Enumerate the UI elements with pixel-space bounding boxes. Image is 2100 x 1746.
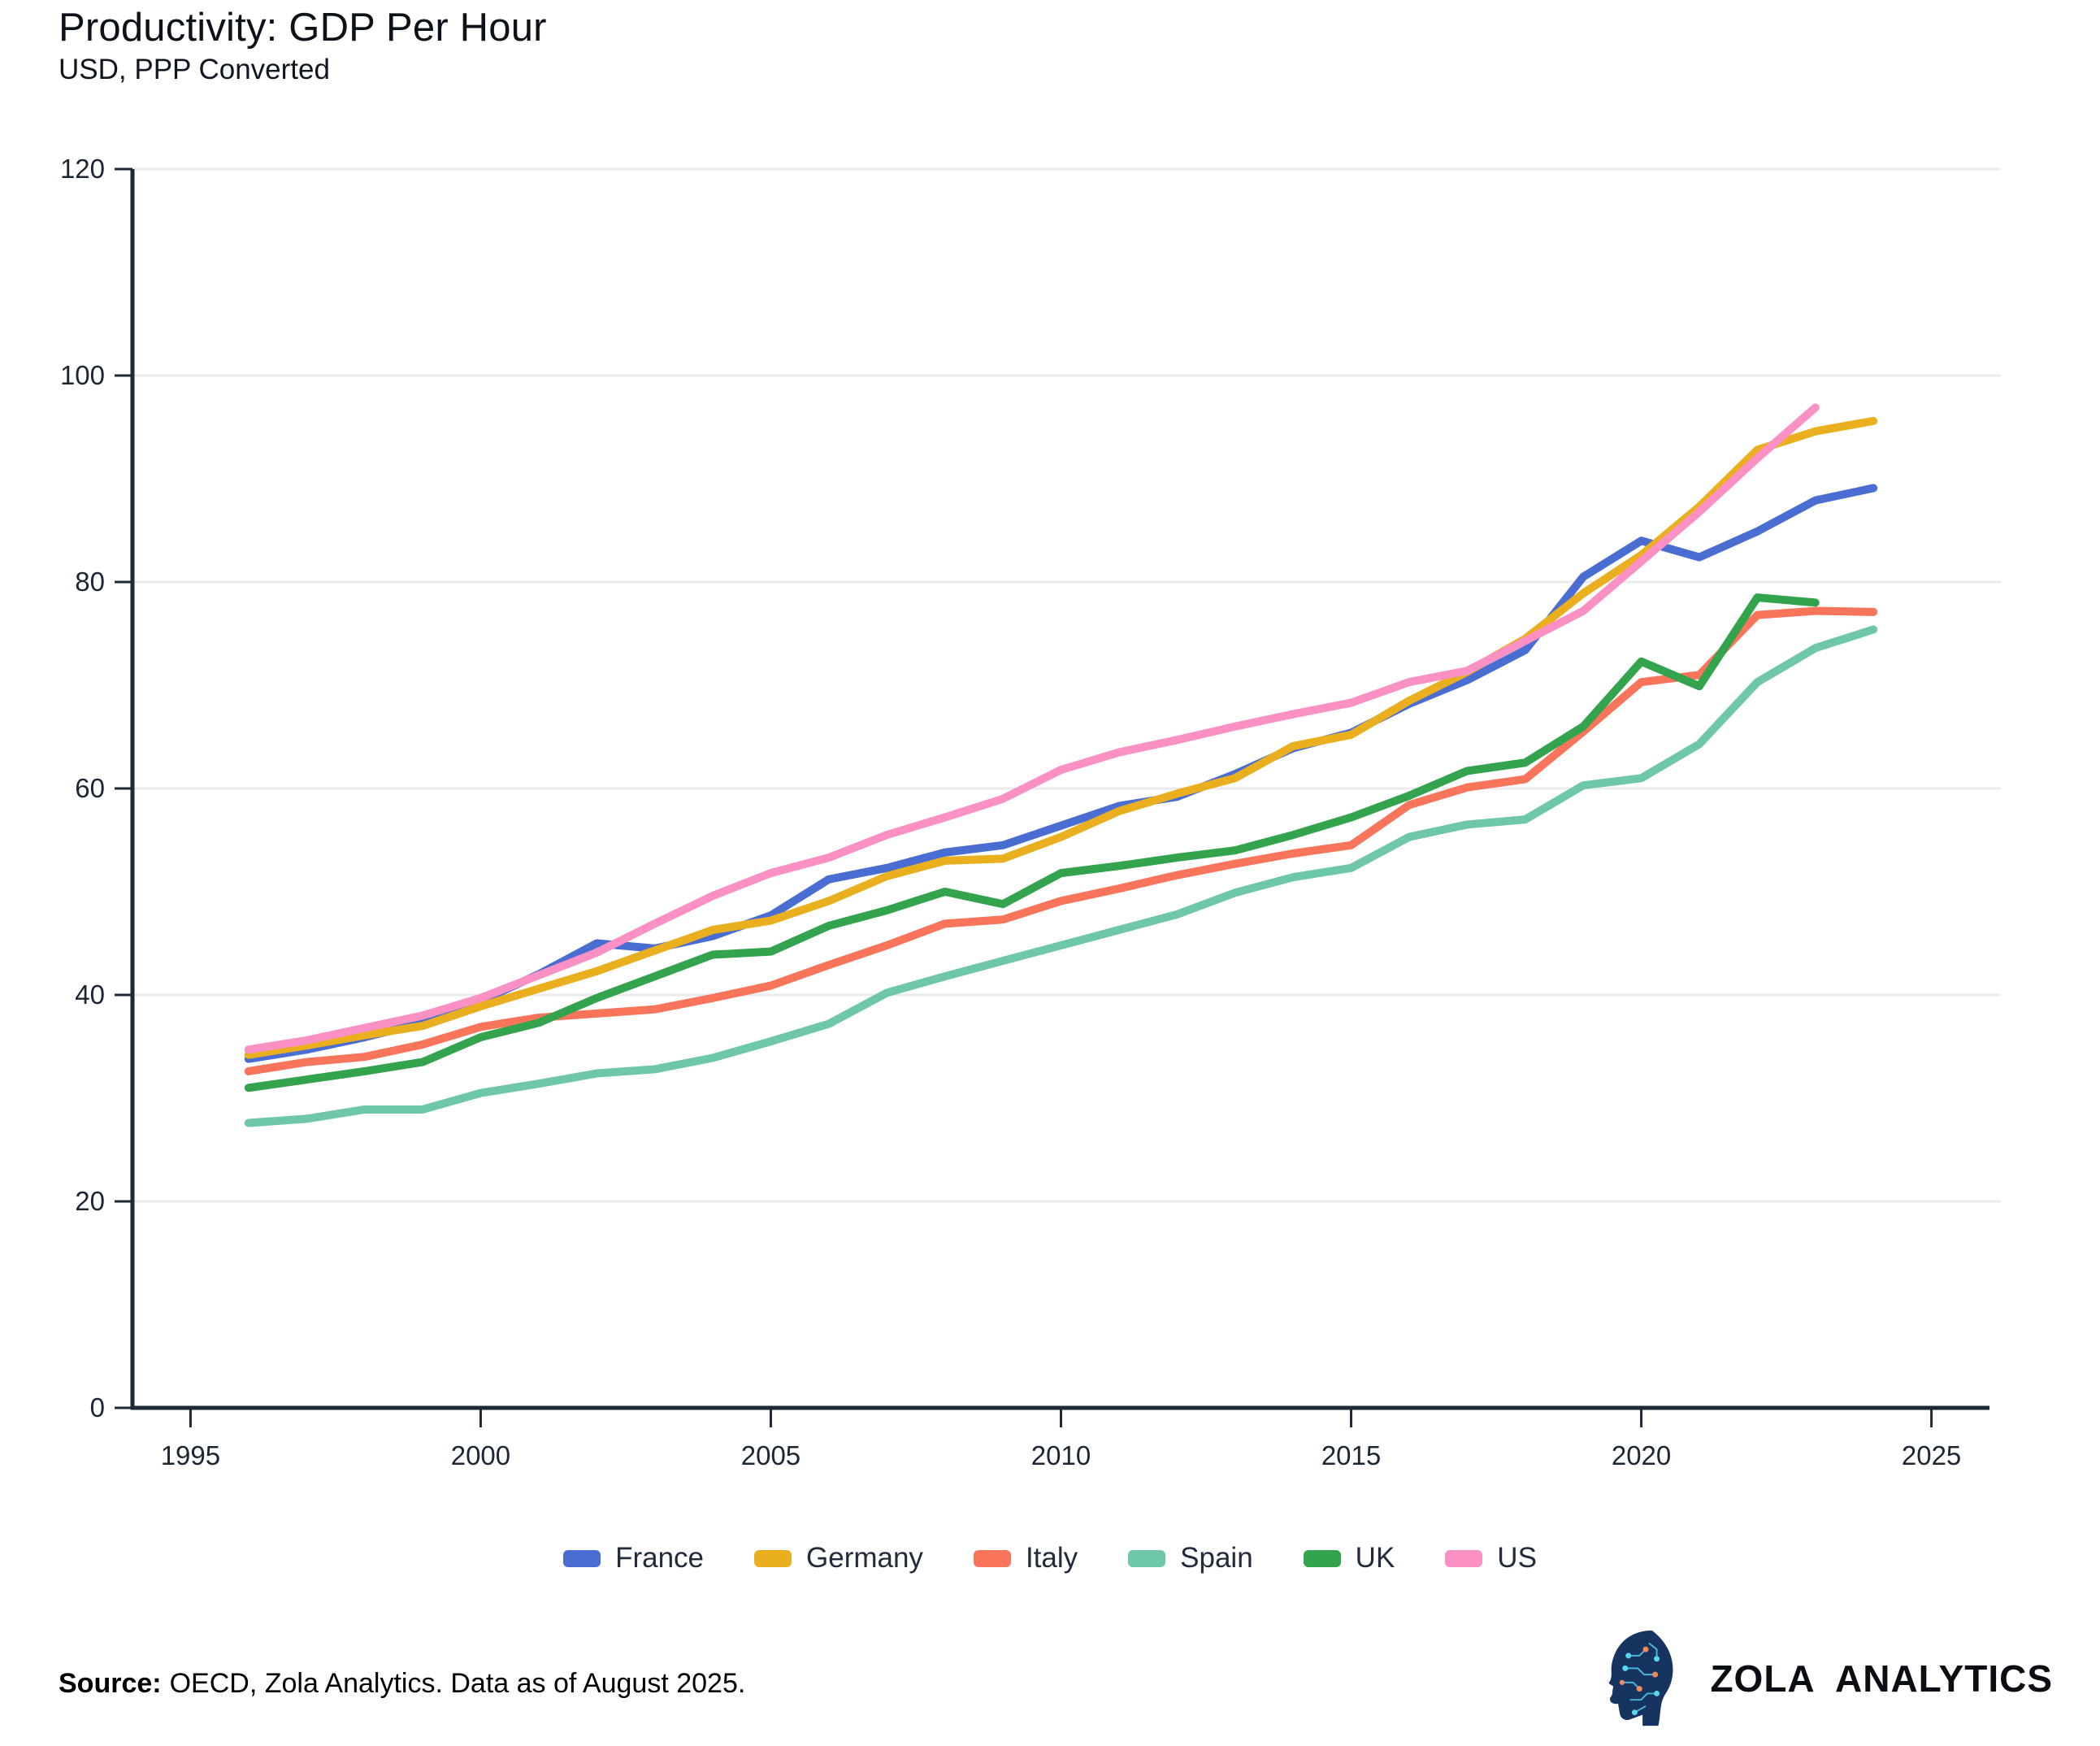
legend-swatch-france: [563, 1549, 601, 1567]
chart-subtitle: USD, PPP Converted: [59, 54, 330, 85]
x-tick-label: 2010: [1031, 1440, 1091, 1470]
legend-label-spain: Spain: [1180, 1542, 1253, 1574]
source-label: Source:: [59, 1668, 162, 1699]
circuit-nodes-cyan: [1622, 1653, 1660, 1716]
legend-label-us: US: [1497, 1542, 1537, 1574]
series-line-spain: [244, 625, 1878, 1127]
legend-label-italy: Italy: [1025, 1542, 1078, 1574]
legend-swatch-germany: [754, 1549, 792, 1567]
circuit-head-icon: [1608, 1630, 1673, 1726]
source-note: Source: OECD, Zola Analytics. Data as of …: [59, 1668, 745, 1700]
brand-name: ZOLA ANALYTICS: [1710, 1657, 2053, 1700]
legend-swatch-us: [1445, 1549, 1483, 1567]
legend-swatch-italy: [973, 1549, 1011, 1567]
y-tick-label: 120: [60, 154, 105, 184]
source-text: OECD, Zola Analytics. Data as of August …: [169, 1668, 746, 1699]
head-silhouette: [1608, 1630, 1673, 1726]
y-tick-label: 40: [75, 979, 105, 1010]
legend-label-uk: UK: [1355, 1542, 1395, 1574]
series-line-us: [244, 403, 1820, 1054]
x-tick-label: 2005: [741, 1440, 801, 1470]
x-tick-label: 2025: [1902, 1440, 1961, 1470]
legend-label-germany: Germany: [806, 1542, 923, 1574]
x-tick-label: 2000: [451, 1440, 510, 1470]
legend-swatch-uk: [1303, 1549, 1341, 1567]
y-tick-label: 0: [90, 1392, 105, 1422]
legend-item-france: France: [563, 1542, 704, 1574]
y-tick-label: 80: [75, 567, 105, 597]
series-line-italy: [244, 606, 1878, 1075]
chart-title: Productivity: GDP Per Hour: [59, 6, 547, 50]
circuit-traces: [1622, 1642, 1658, 1713]
series-line-uk: [244, 593, 1820, 1092]
x-tick-label: 2020: [1612, 1440, 1671, 1470]
chart-legend: France Germany Italy Spain UK US: [0, 1530, 2100, 1587]
brand-logo: ZOLA ANALYTICS: [1598, 1627, 2053, 1730]
legend-item-spain: Spain: [1128, 1542, 1253, 1574]
series-line-germany: [244, 416, 1878, 1059]
y-tick-label: 100: [60, 360, 105, 390]
legend-item-uk: UK: [1303, 1542, 1395, 1574]
legend-item-germany: Germany: [754, 1542, 923, 1574]
legend-swatch-spain: [1128, 1549, 1166, 1567]
legend-label-france: France: [615, 1542, 704, 1574]
circuit-nodes-orange: [1620, 1646, 1659, 1692]
legend-item-us: US: [1445, 1542, 1537, 1574]
y-tick-label: 60: [75, 773, 105, 803]
y-tick-label: 20: [75, 1186, 105, 1216]
x-tick-label: 1995: [161, 1440, 220, 1470]
x-tick-label: 2015: [1321, 1440, 1381, 1470]
legend-item-italy: Italy: [973, 1542, 1078, 1574]
